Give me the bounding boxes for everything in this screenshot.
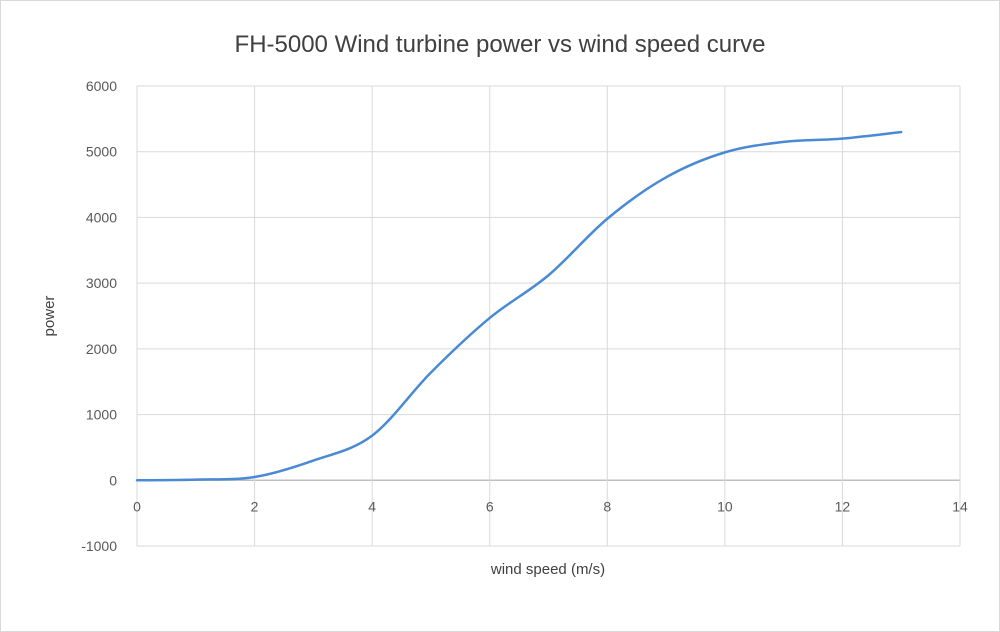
gridlines [136, 85, 961, 547]
series [135, 130, 903, 482]
x-tick-label: 12 [835, 498, 851, 514]
y-tick-label: 3000 [86, 275, 117, 291]
y-tick-label: 5000 [86, 144, 117, 160]
y-tick-label: 6000 [86, 78, 117, 94]
y-tick-label: 1000 [86, 407, 117, 423]
y-tick-label: 0 [109, 472, 117, 488]
y-axis-label: power [41, 296, 58, 337]
x-tick-label: 6 [486, 498, 494, 514]
x-tick-label: 14 [952, 498, 968, 514]
x-tick-label: 0 [133, 498, 141, 514]
x-tick-label: 4 [368, 498, 376, 514]
y-tick-labels: -1000 0 1000 2000 3000 4000 5000 6000 [81, 78, 117, 554]
x-tick-labels: 0 2 4 6 8 10 12 14 [133, 498, 968, 514]
x-tick-label: 10 [717, 498, 733, 514]
chart-title: FH-5000 Wind turbine power vs wind speed… [235, 31, 766, 58]
x-tick-label: 2 [251, 498, 259, 514]
x-tick-label: 8 [603, 498, 611, 514]
y-tick-label: 4000 [86, 209, 117, 225]
y-tick-label: -1000 [81, 538, 117, 554]
x-axis-label: wind speed (m/s) [490, 561, 605, 578]
y-tick-label: 2000 [86, 341, 117, 357]
series-line-power [135, 130, 903, 482]
